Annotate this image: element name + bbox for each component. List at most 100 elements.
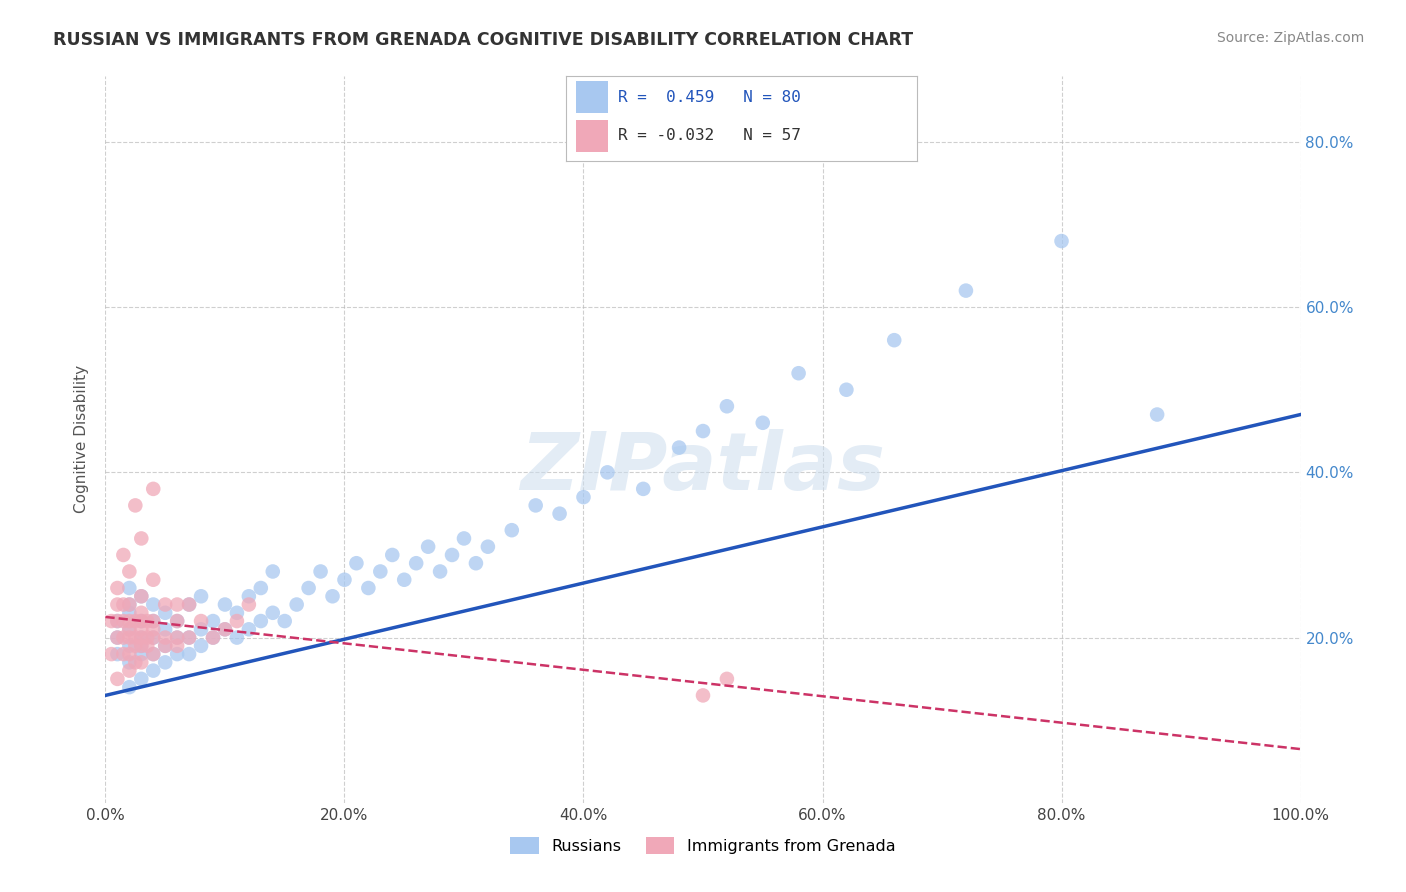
Point bbox=[285, 598, 308, 612]
Point bbox=[153, 639, 177, 653]
Point bbox=[118, 623, 141, 637]
Text: RUSSIAN VS IMMIGRANTS FROM GRENADA COGNITIVE DISABILITY CORRELATION CHART: RUSSIAN VS IMMIGRANTS FROM GRENADA COGNI… bbox=[53, 31, 914, 49]
Point bbox=[129, 656, 153, 670]
Point bbox=[118, 614, 141, 628]
Legend: Russians, Immigrants from Grenada: Russians, Immigrants from Grenada bbox=[503, 830, 903, 860]
Point bbox=[153, 598, 177, 612]
Point bbox=[238, 598, 260, 612]
Point bbox=[153, 606, 177, 620]
Point bbox=[262, 565, 284, 579]
Point bbox=[124, 639, 146, 653]
Point bbox=[298, 581, 321, 595]
Point bbox=[129, 631, 153, 645]
Point bbox=[202, 631, 225, 645]
Point bbox=[129, 614, 153, 628]
Point bbox=[716, 399, 738, 413]
Point bbox=[177, 631, 201, 645]
Point bbox=[129, 589, 153, 603]
Point bbox=[136, 614, 159, 628]
Point bbox=[142, 482, 165, 496]
Point bbox=[166, 631, 188, 645]
Point bbox=[381, 548, 404, 562]
Point bbox=[100, 614, 122, 628]
Point bbox=[107, 647, 129, 661]
Point bbox=[190, 589, 212, 603]
Point bbox=[153, 623, 177, 637]
Point bbox=[129, 606, 153, 620]
Point bbox=[129, 639, 153, 653]
Point bbox=[112, 598, 135, 612]
Point bbox=[153, 656, 177, 670]
Point bbox=[166, 598, 188, 612]
Point bbox=[250, 581, 273, 595]
Point bbox=[124, 614, 146, 628]
Point bbox=[118, 680, 141, 694]
Point bbox=[692, 424, 714, 438]
Point bbox=[129, 614, 153, 628]
Point bbox=[107, 614, 129, 628]
Point bbox=[177, 598, 201, 612]
Point bbox=[955, 284, 977, 298]
Point bbox=[596, 466, 619, 480]
Point bbox=[118, 606, 141, 620]
Point bbox=[129, 672, 153, 686]
Point bbox=[835, 383, 858, 397]
Point bbox=[751, 416, 773, 430]
Point bbox=[107, 581, 129, 595]
Point bbox=[118, 631, 141, 645]
Point bbox=[166, 639, 188, 653]
Point bbox=[136, 631, 159, 645]
Point bbox=[142, 647, 165, 661]
Point bbox=[202, 631, 225, 645]
Point bbox=[166, 647, 188, 661]
Point bbox=[787, 366, 810, 380]
Point bbox=[129, 623, 153, 637]
Point bbox=[118, 581, 141, 595]
Point bbox=[214, 623, 236, 637]
Text: R =  0.459   N = 80: R = 0.459 N = 80 bbox=[619, 89, 801, 104]
Point bbox=[136, 639, 159, 653]
Point bbox=[112, 647, 135, 661]
Point bbox=[107, 631, 129, 645]
Point bbox=[129, 639, 153, 653]
Point bbox=[129, 532, 153, 546]
Point bbox=[107, 672, 129, 686]
Point bbox=[309, 565, 332, 579]
Point bbox=[668, 441, 690, 455]
Point bbox=[346, 556, 368, 570]
Point bbox=[214, 598, 236, 612]
Point bbox=[453, 532, 475, 546]
Point bbox=[142, 647, 165, 661]
Point bbox=[333, 573, 356, 587]
Point bbox=[142, 614, 165, 628]
Point bbox=[883, 333, 905, 347]
Point bbox=[177, 598, 201, 612]
Text: Source: ZipAtlas.com: Source: ZipAtlas.com bbox=[1216, 31, 1364, 45]
Point bbox=[112, 631, 135, 645]
Point bbox=[100, 647, 122, 661]
Point bbox=[142, 631, 165, 645]
Point bbox=[142, 598, 165, 612]
Point bbox=[112, 548, 135, 562]
Point bbox=[118, 598, 141, 612]
Point bbox=[166, 614, 188, 628]
Bar bbox=[576, 81, 607, 113]
Point bbox=[129, 647, 153, 661]
Point bbox=[262, 606, 284, 620]
Point bbox=[166, 614, 188, 628]
Text: R = -0.032   N = 57: R = -0.032 N = 57 bbox=[619, 128, 801, 144]
Point bbox=[368, 565, 391, 579]
Point bbox=[429, 565, 451, 579]
Point bbox=[477, 540, 499, 554]
Point bbox=[214, 623, 236, 637]
Point bbox=[202, 614, 225, 628]
Point bbox=[142, 631, 165, 645]
Point bbox=[392, 573, 416, 587]
Point bbox=[572, 490, 595, 504]
Point bbox=[190, 623, 212, 637]
Point bbox=[225, 606, 249, 620]
Point bbox=[464, 556, 488, 570]
Point bbox=[225, 631, 249, 645]
Point bbox=[112, 614, 135, 628]
Point bbox=[250, 614, 273, 628]
